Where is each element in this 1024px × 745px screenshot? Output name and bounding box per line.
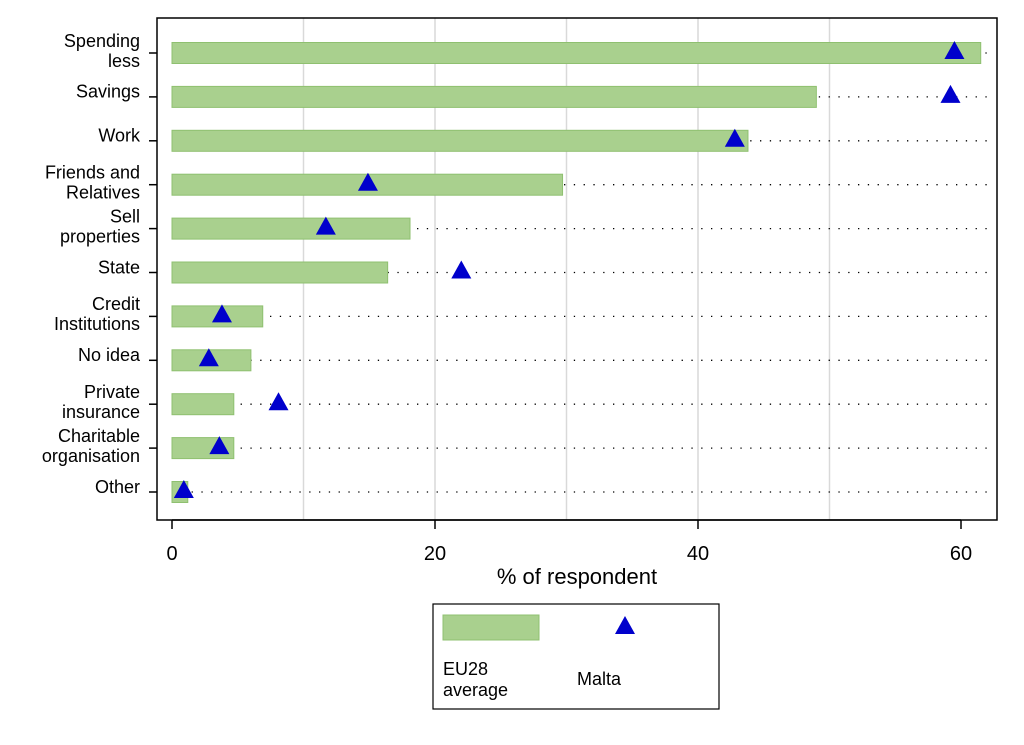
- malta-marker: [198, 348, 219, 367]
- category-label: Institutions: [54, 314, 140, 334]
- x-tick-label: 60: [950, 543, 972, 565]
- legend-label-eu28: EU28: [443, 659, 488, 679]
- category-label: Credit: [92, 294, 140, 314]
- eu28-bar: [171, 129, 749, 152]
- category-label: Work: [98, 126, 141, 146]
- category-label: insurance: [62, 402, 140, 422]
- legend-label-eu28: average: [443, 680, 508, 700]
- x-axis: 0 20 40 60: [166, 519, 972, 565]
- category-label: Spending: [64, 31, 140, 51]
- category-label: Relatives: [66, 182, 140, 202]
- eu28-bar: [171, 85, 817, 108]
- malta-marker: [173, 480, 194, 498]
- category-label: Charitable: [58, 426, 140, 446]
- eu28-bar: [171, 42, 982, 64]
- malta-marker: [211, 304, 232, 323]
- x-tick-label: 20: [424, 543, 446, 565]
- eu28-bar: [171, 217, 411, 240]
- category-label: Private: [84, 382, 140, 402]
- category-label: No idea: [78, 345, 141, 365]
- eu28-bar: [171, 393, 235, 416]
- malta-marker: [268, 392, 289, 411]
- x-tick-label: 0: [166, 543, 177, 565]
- malta-marker: [209, 436, 230, 455]
- malta-marker: [357, 172, 378, 191]
- malta-marker: [315, 216, 336, 235]
- x-axis-title: % of respondent: [497, 564, 657, 589]
- malta-marker: [724, 128, 745, 147]
- legend-swatch-malta: [615, 616, 635, 634]
- malta-markers: [173, 41, 965, 498]
- eu28-bar: [171, 261, 389, 284]
- category-label: State: [98, 257, 140, 277]
- category-label: Friends and: [45, 162, 140, 182]
- malta-marker: [944, 41, 965, 59]
- category-label: properties: [60, 226, 140, 246]
- malta-marker: [451, 260, 472, 279]
- category-label: Sell: [110, 206, 140, 226]
- legend-swatch-eu28: [442, 614, 540, 641]
- category-label: organisation: [42, 446, 140, 466]
- malta-marker: [940, 84, 961, 103]
- category-label: Savings: [76, 82, 140, 102]
- legend-label-malta: Malta: [577, 669, 622, 689]
- category-label: less: [108, 51, 140, 71]
- x-tick-label: 40: [687, 543, 709, 565]
- category-label: Other: [95, 477, 140, 497]
- eu28-bars: [171, 42, 982, 503]
